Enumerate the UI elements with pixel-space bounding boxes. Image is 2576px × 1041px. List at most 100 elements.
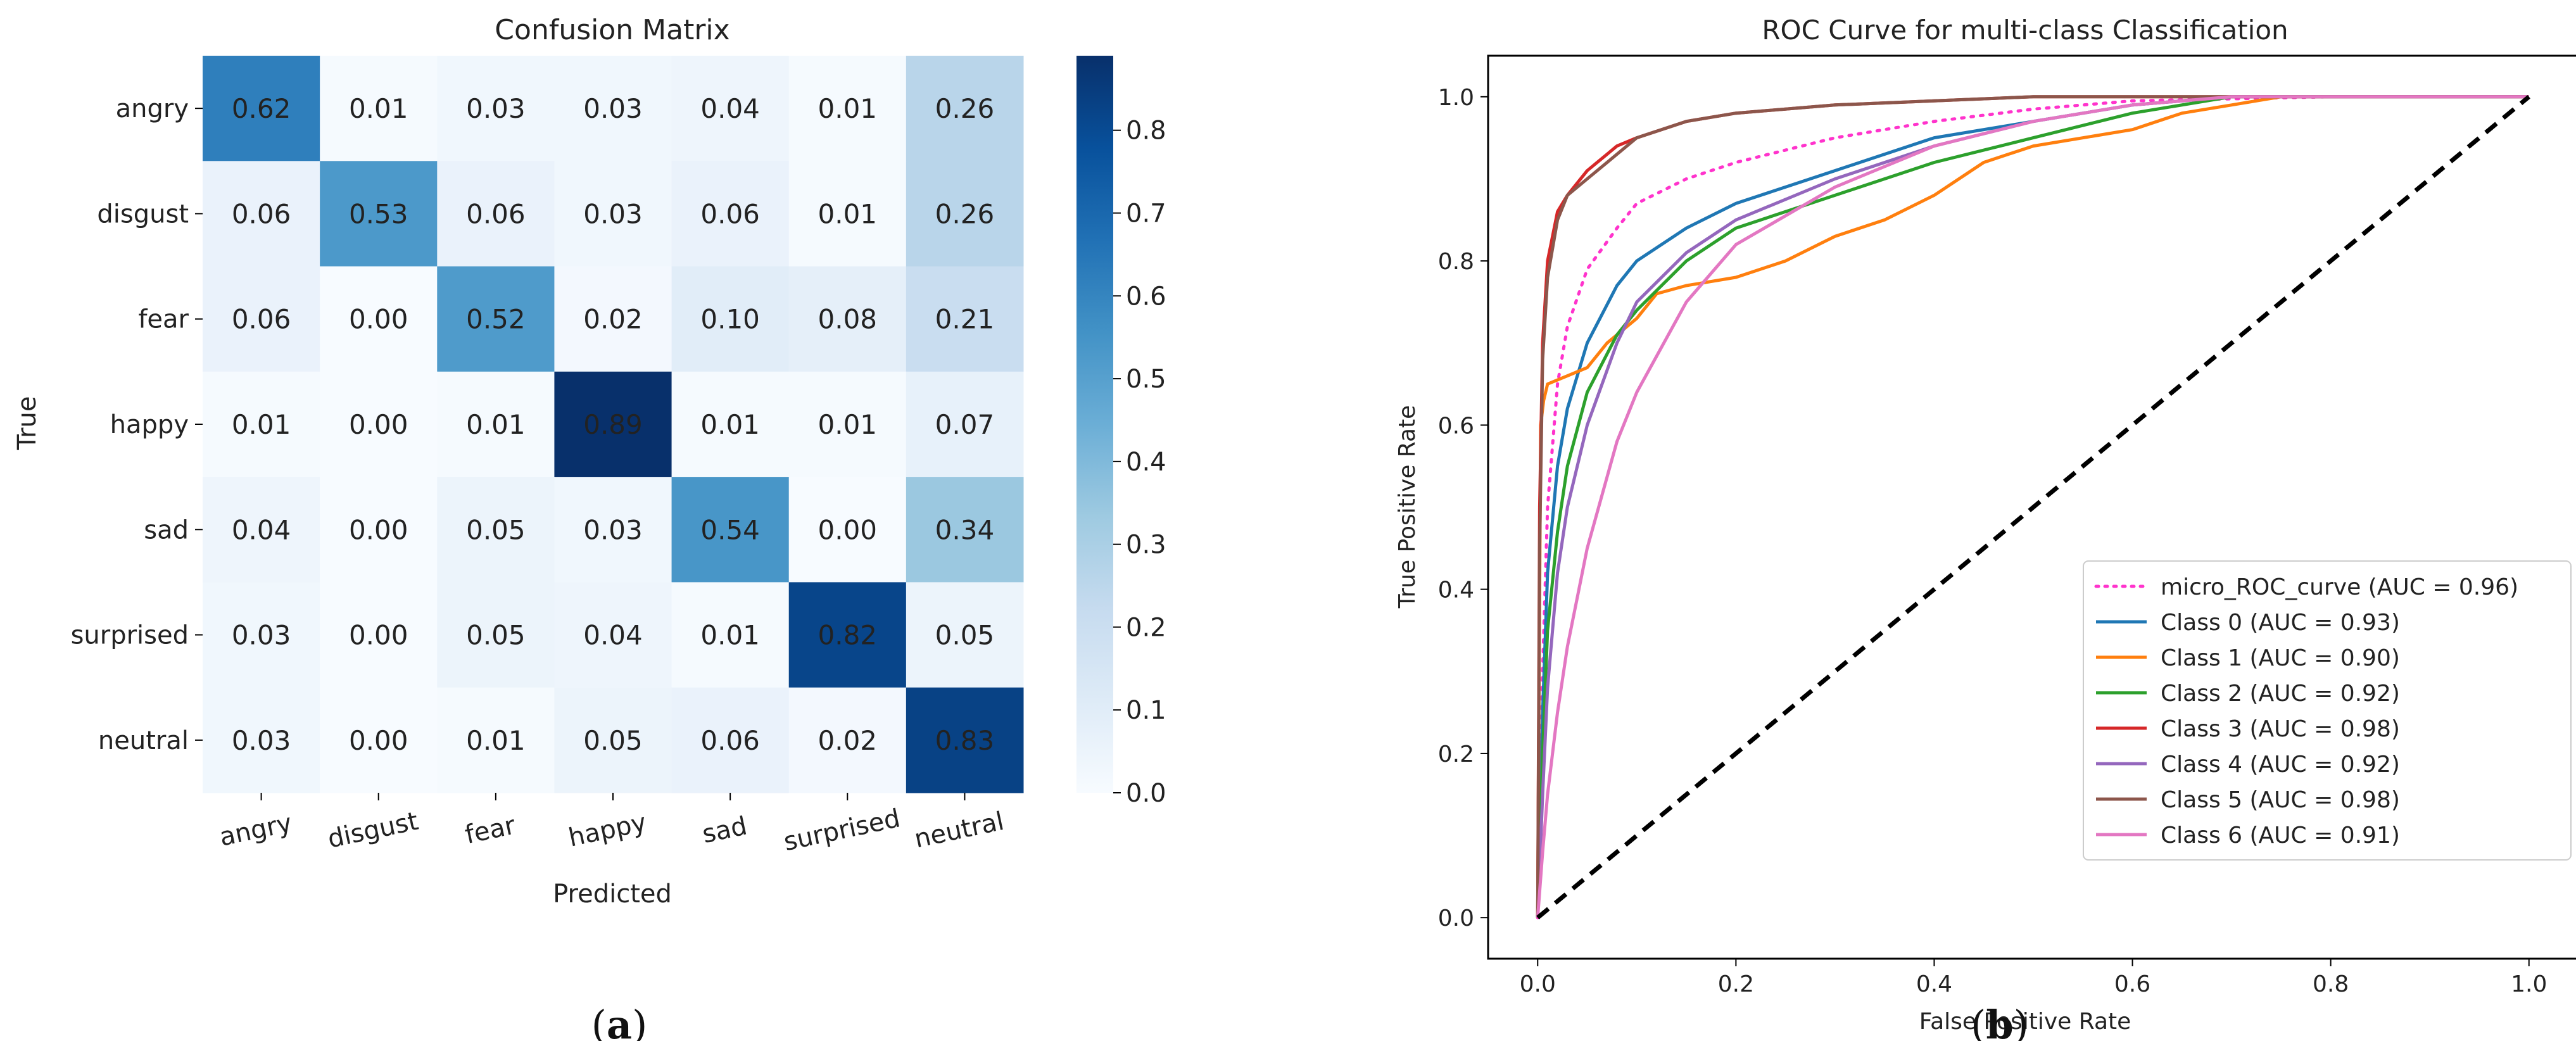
cm-row-label: fear	[138, 305, 189, 334]
cm-cell-labels: 0.62 0.01 0.03 0.03 0.04 0.01 0.26 0.06 0.53 0.06…	[232, 93, 994, 756]
cm-col-label: disgust	[325, 807, 421, 854]
cm-cell-label: 0.01	[349, 93, 408, 124]
roc-y-tick-label: 1.0	[1438, 85, 1474, 111]
cm-colorbar-tick-label: 0.3	[1126, 531, 1166, 560]
cm-cell	[320, 687, 438, 793]
roc-legend-box	[2083, 560, 2572, 861]
cm-colorbar-tick-label: 0.8	[1126, 117, 1166, 146]
cm-cell-label: 0.89	[583, 409, 643, 440]
roc-y-tick-label: 0.0	[1438, 905, 1474, 931]
cm-cell-label: 0.00	[349, 514, 408, 545]
cm-cell	[906, 161, 1024, 267]
cm-cell-label: 0.54	[700, 514, 760, 545]
roc-series-line-3	[1536, 95, 2529, 918]
cm-cell	[906, 687, 1024, 793]
roc-legend-label: Class 6 (AUC = 0.91)	[2161, 823, 2400, 849]
cm-cell-label: 0.03	[466, 93, 526, 124]
cm-cell	[437, 56, 555, 161]
roc-x-tick-label: 1.0	[2511, 971, 2547, 997]
cm-cell	[788, 687, 907, 793]
panel-b-caption-open: (	[1971, 1002, 1986, 1041]
roc-x-tick-label: 0.6	[2114, 971, 2150, 997]
cm-cell-label: 0.05	[935, 620, 995, 651]
cm-row-label: sad	[144, 515, 189, 545]
cm-cell	[554, 687, 672, 793]
cm-cell	[554, 266, 672, 372]
cm-cell	[320, 477, 438, 583]
cm-row-label: angry	[116, 94, 189, 123]
cm-cell-label: 0.06	[232, 198, 291, 229]
cm-cell	[671, 582, 790, 688]
panel-b-caption: (b)	[1971, 1002, 2029, 1041]
roc-xlabel: False Positive Rate	[1919, 1009, 2131, 1035]
panel-b-caption-letter: b	[1986, 1002, 2013, 1041]
cm-cell	[788, 371, 907, 477]
roc-x-tick-label: 0.4	[1916, 971, 1952, 997]
cm-cell	[906, 371, 1024, 477]
cm-cell	[437, 582, 555, 688]
cm-cell	[203, 582, 320, 688]
cm-cell-label: 0.06	[700, 198, 760, 229]
cm-cell	[788, 582, 907, 688]
panel-a-caption: (a)	[591, 1002, 648, 1041]
cm-title: Confusion Matrix	[495, 14, 729, 46]
cm-cell-label: 0.02	[583, 304, 643, 335]
roc-panel: ROC Curve for multi-class Classification…	[1394, 15, 2576, 1035]
cm-xlabel: Predicted	[553, 880, 672, 909]
cm-cell-label: 0.07	[935, 409, 995, 440]
cm-cell	[906, 56, 1024, 161]
cm-cell	[554, 477, 672, 583]
cm-colorbar-tick-label: 0.6	[1126, 282, 1166, 311]
cm-cell	[554, 56, 672, 161]
roc-y-tick-label: 0.6	[1438, 413, 1474, 439]
roc-legend-label: Class 3 (AUC = 0.98)	[2161, 716, 2400, 742]
panel-a-caption-letter: a	[607, 1002, 632, 1041]
roc-legend-label: Class 2 (AUC = 0.92)	[2161, 681, 2400, 707]
cm-cell	[671, 477, 790, 583]
cm-colorbar-tick-label: 0.1	[1126, 696, 1166, 725]
cm-cell-label: 0.06	[232, 304, 291, 335]
cm-cell-label: 0.05	[466, 514, 526, 545]
cm-cell	[906, 477, 1024, 583]
cm-cell-label: 0.10	[700, 304, 760, 335]
roc-plot-frame	[1487, 54, 2576, 960]
cm-cell	[554, 161, 672, 267]
cm-cell-label: 0.00	[349, 725, 408, 756]
roc-legend-label: micro_ROC_curve (AUC = 0.96)	[2161, 574, 2518, 600]
roc-series-line-6	[1536, 95, 2529, 918]
cm-col-label: neutral	[912, 807, 1007, 854]
cm-cell-label: 0.01	[466, 409, 526, 440]
cm-cell	[437, 161, 555, 267]
cm-cell	[788, 161, 907, 267]
roc-series	[1536, 95, 2531, 919]
cm-cell	[437, 687, 555, 793]
cm-colorbar: 0.0 0.1 0.2 0.3 0.4 0.5 0.6 0.7 0.8	[1076, 56, 1166, 808]
cm-cell-label: 0.05	[466, 620, 526, 651]
cm-cell-label: 0.00	[818, 514, 878, 545]
cm-cell	[788, 477, 907, 583]
cm-cell	[320, 161, 438, 267]
cm-cell-label: 0.03	[583, 514, 643, 545]
roc-legend-label: Class 4 (AUC = 0.92)	[2161, 752, 2400, 778]
cm-cell	[437, 477, 555, 583]
cm-cell	[203, 161, 320, 267]
cm-cell-label: 0.82	[818, 620, 878, 651]
cm-cell-label: 0.03	[583, 93, 643, 124]
roc-series-line-0	[1536, 95, 2531, 919]
cm-colorbar-tick-label: 0.0	[1126, 779, 1166, 808]
cm-cell-label: 0.01	[700, 409, 760, 440]
cm-cell	[554, 582, 672, 688]
confusion-matrix-panel: Confusion Matrix 0.62 0.01 0.03 0.03 0.04 0.0…	[13, 14, 1166, 909]
cm-cell-label: 0.03	[232, 620, 291, 651]
cm-cell-label: 0.00	[349, 304, 408, 335]
panel-b-caption-close: )	[2014, 1002, 2029, 1041]
cm-cell-label: 0.06	[700, 725, 760, 756]
cm-ylabel: True	[13, 396, 42, 451]
cm-cell	[671, 56, 790, 161]
cm-cells	[203, 56, 1024, 793]
cm-cell-label: 0.21	[935, 304, 995, 335]
cm-cell	[554, 371, 672, 477]
roc-x-tick-label: 0.8	[2313, 971, 2349, 997]
cm-cell-label: 0.01	[700, 620, 760, 651]
